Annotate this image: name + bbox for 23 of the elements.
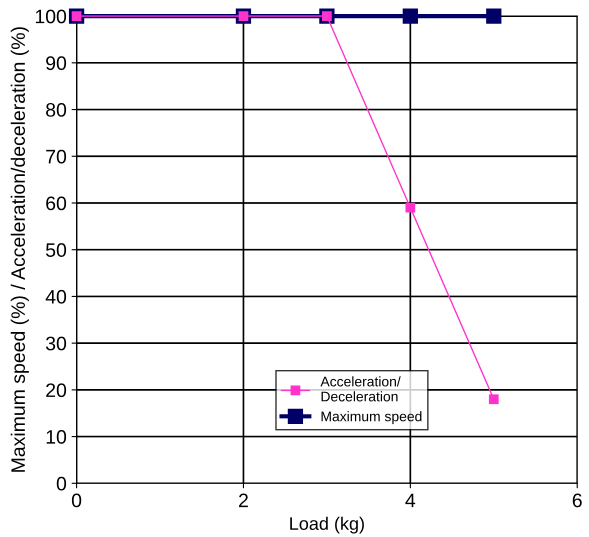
point: [405, 202, 416, 213]
x-tick-label: 0: [72, 494, 82, 508]
y-tick-label: 70: [46, 150, 66, 164]
y-tick-label: 100: [36, 10, 66, 24]
y-tick-label: 50: [46, 243, 66, 257]
y-tick-label: 0: [56, 476, 66, 491]
legend-label: Acceleration/ Deceleration: [320, 376, 401, 402]
y-tick-label: 20: [46, 383, 66, 398]
legend-label: Maximum speed: [322, 411, 422, 424]
point: [486, 8, 502, 24]
point: [402, 8, 418, 24]
y-axis-title: Maximum speed (%) / Acceleration/deceleration (%): [10, 27, 29, 472]
x-tick-label: 6: [572, 494, 582, 508]
y-tick-label: 40: [46, 290, 66, 304]
x-axis-title: Load (kg): [290, 516, 364, 534]
point: [488, 394, 499, 404]
y-tick-label: 60: [46, 196, 66, 210]
x-tick-label: 4: [405, 494, 416, 508]
y-tick-label: 90: [46, 56, 66, 70]
y-tick-label: 80: [46, 103, 66, 117]
y-tick-label: 30: [46, 336, 66, 350]
x-tick-label: 2: [239, 494, 248, 508]
y-tick-label: 10: [46, 430, 66, 444]
